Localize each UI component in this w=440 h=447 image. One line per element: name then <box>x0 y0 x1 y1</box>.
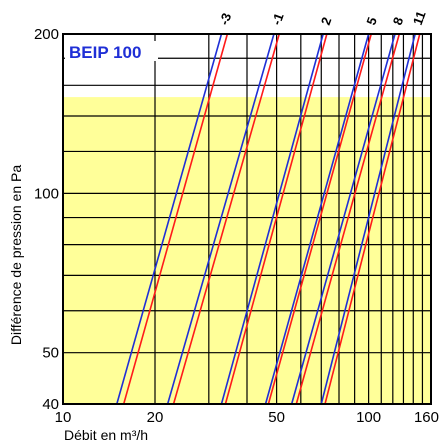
y-tick-label: 100 <box>34 185 59 202</box>
tick-labels: 40 50 100 200 10 20 50 100 160 <box>34 26 439 426</box>
series-line-red <box>267 33 373 405</box>
plot-frame <box>62 33 432 405</box>
series-line-blue <box>320 33 416 405</box>
x-tick-label: 20 <box>147 409 164 426</box>
x-axis-label: Débit en m³/h <box>64 427 148 443</box>
curve-label: 2 <box>318 15 335 27</box>
x-tick-label: 100 <box>356 409 381 426</box>
x-tick-label: 160 <box>414 409 439 426</box>
y-tick-label: 200 <box>34 26 59 43</box>
series-line-red <box>122 33 229 405</box>
series-line-blue <box>220 33 324 405</box>
curve-labels: -3 -1 2 5 8 11 <box>216 9 428 27</box>
series-line-red <box>324 33 421 405</box>
series-line-red <box>224 33 328 405</box>
curve-label: 5 <box>363 15 380 27</box>
series-line-blue <box>116 33 223 405</box>
series-line-blue <box>264 33 370 405</box>
chart-title: BEIP 100 <box>69 43 141 62</box>
y-tick-label: 50 <box>42 345 59 362</box>
series-line-red <box>295 33 401 405</box>
curve-label: 11 <box>410 9 429 27</box>
x-tick-label: 50 <box>268 409 285 426</box>
series-line-red <box>172 33 281 405</box>
series-line-blue <box>290 33 396 405</box>
curve-label: -1 <box>269 11 287 27</box>
y-tick-label: 40 <box>42 396 59 413</box>
x-tick-label: 10 <box>55 409 72 426</box>
curve-label: 8 <box>390 15 407 27</box>
plot-border <box>62 33 432 405</box>
chart-title-box <box>65 41 158 61</box>
y-axis-label: Différence de pression en Pa <box>8 165 24 346</box>
curve-label: -3 <box>216 11 234 27</box>
series-line-blue <box>166 33 275 405</box>
series-lines <box>116 33 421 405</box>
